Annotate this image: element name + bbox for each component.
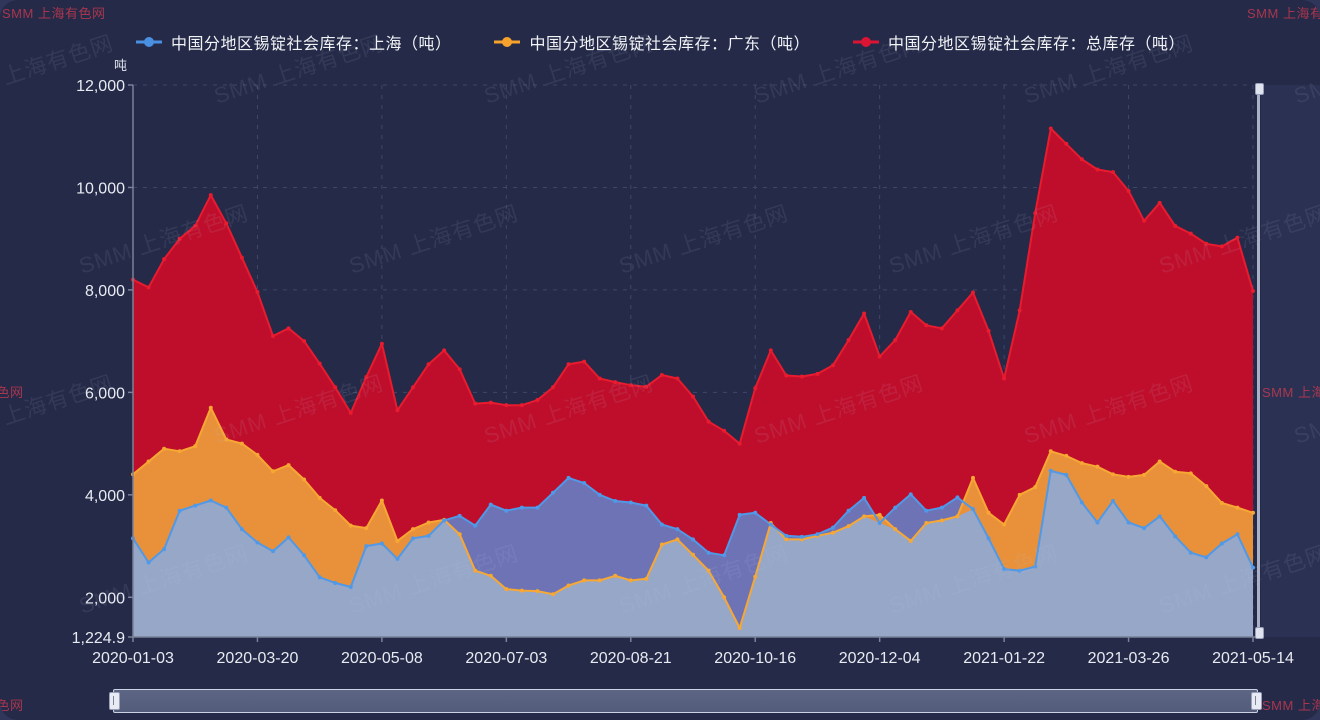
- vertical-datazoom-slider[interactable]: [1255, 83, 1264, 639]
- y-axis-tick-label: 4,000: [85, 488, 125, 505]
- x-axis-tick-label: 2020-08-21: [590, 650, 672, 667]
- legend-label: 中国分地区锡锭社会库存：广东（吨）: [529, 36, 810, 53]
- vertical-datazoom-top-handle[interactable]: [1255, 83, 1264, 95]
- y-axis-tick-label: 8,000: [85, 283, 125, 300]
- legend-line-dot-icon: [853, 37, 879, 47]
- x-axis-tick-label: 2021-03-26: [1088, 650, 1170, 667]
- y-axis-tick-label: 6,000: [85, 385, 125, 402]
- y-axis-tick-label: 1,224.9: [72, 630, 125, 647]
- x-axis-tick-label: 2020-05-08: [341, 650, 423, 667]
- x-axis-tick-label: 2021-05-14: [1212, 650, 1294, 667]
- legend-item-1[interactable]: 中国分地区锡锭社会库存：广东（吨）: [493, 30, 810, 54]
- legend-label: 中国分地区锡锭社会库存：上海（吨）: [170, 36, 452, 53]
- legend: 中国分地区锡锭社会库存：上海（吨） 中国分地区锡锭社会库存：广东（吨） 中国分地区锡…: [0, 28, 1320, 56]
- vertical-datazoom-bottom-handle[interactable]: [1255, 627, 1264, 639]
- x-axis-tick-label: 2020-07-03: [465, 650, 547, 667]
- y-axis-unit-label: 吨: [113, 58, 127, 73]
- y-axis-tick-label: 2,000: [85, 590, 125, 607]
- legend-line-dot-icon: [135, 37, 162, 47]
- y-axis-tick-label: 10,000: [76, 180, 125, 197]
- datazoom-right-handle[interactable]: [1251, 692, 1262, 710]
- x-axis-tick-label: 2020-03-20: [217, 650, 299, 667]
- legend-item-0[interactable]: 中国分地区锡锭社会库存：上海（吨）: [135, 30, 452, 54]
- x-axis-tick-label: 2020-01-03: [92, 650, 174, 667]
- legend-item-2[interactable]: 中国分地区锡锭社会库存：总库存（吨）: [852, 30, 1185, 54]
- datazoom-left-handle[interactable]: [109, 692, 120, 710]
- x-axis-tick-label: 2021-01-22: [963, 650, 1045, 667]
- x-axis-tick-label: 2020-10-16: [714, 650, 796, 667]
- legend-line-dot-icon: [494, 37, 521, 47]
- overlap-area: [133, 470, 1253, 637]
- y-axis-tick-label: 12,000: [76, 78, 125, 95]
- x-axis-tick-label: 2020-12-04: [839, 650, 921, 667]
- legend-label: 中国分地区锡锭社会库存：总库存（吨）: [888, 36, 1186, 53]
- horizontal-datazoom-slider[interactable]: [109, 689, 1262, 713]
